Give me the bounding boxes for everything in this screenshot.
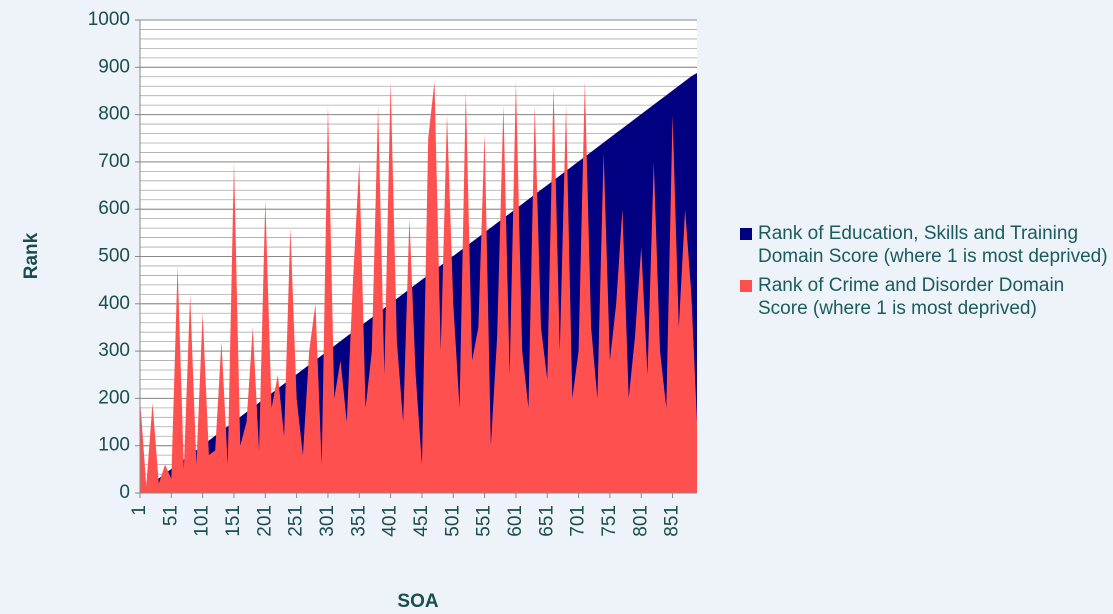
area: [140, 81, 697, 494]
x-tick-label: 751: [599, 505, 620, 537]
x-tick-label: 851: [662, 505, 683, 537]
x-tick-label: 701: [568, 505, 589, 537]
x-tick-label: 351: [348, 505, 369, 537]
legend: Rank of Education, Skills and Training D…: [740, 222, 1110, 326]
y-tick-label: 300: [98, 340, 130, 361]
y-tick-label: 700: [98, 151, 130, 172]
y-tick-label: 200: [98, 387, 130, 408]
legend-swatch: [740, 228, 752, 240]
legend-label: Rank of Education, Skills and Training D…: [758, 223, 1108, 267]
legend-label: Rank of Crime and Disorder Domain Score …: [758, 275, 1065, 319]
x-tick-label: 1: [129, 505, 150, 516]
y-axis-label: Rank: [21, 232, 42, 279]
x-tick-label: 651: [536, 505, 557, 537]
x-tick-label: 601: [505, 505, 526, 537]
y-tick-label: 900: [98, 56, 130, 77]
x-tick-label: 51: [160, 505, 181, 526]
x-tick-label: 501: [442, 505, 463, 537]
x-tick-label: 801: [630, 505, 651, 537]
y-tick-label: 0: [119, 482, 130, 503]
x-tick-label: 201: [254, 505, 275, 537]
x-tick-label: 151: [223, 505, 244, 537]
y-tick-label: 400: [98, 293, 130, 314]
x-tick-label: 451: [411, 505, 432, 537]
y-tick-label: 600: [98, 198, 130, 219]
y-tick-label: 500: [98, 246, 130, 267]
y-tick-label: 1000: [88, 9, 130, 30]
legend-swatch: [740, 280, 752, 292]
x-tick-label: 401: [380, 505, 401, 537]
x-tick-label: 251: [286, 505, 307, 537]
x-tick-label: 551: [474, 505, 495, 537]
x-tick-label: 301: [317, 505, 338, 537]
y-tick-label: 100: [98, 435, 130, 456]
x-axis-label: SOA: [397, 591, 438, 612]
x-tick-label: 101: [192, 505, 213, 537]
legend-item: Rank of Crime and Disorder Domain Score …: [740, 274, 1110, 320]
legend-item: Rank of Education, Skills and Training D…: [740, 222, 1110, 268]
y-tick-label: 800: [98, 104, 130, 125]
